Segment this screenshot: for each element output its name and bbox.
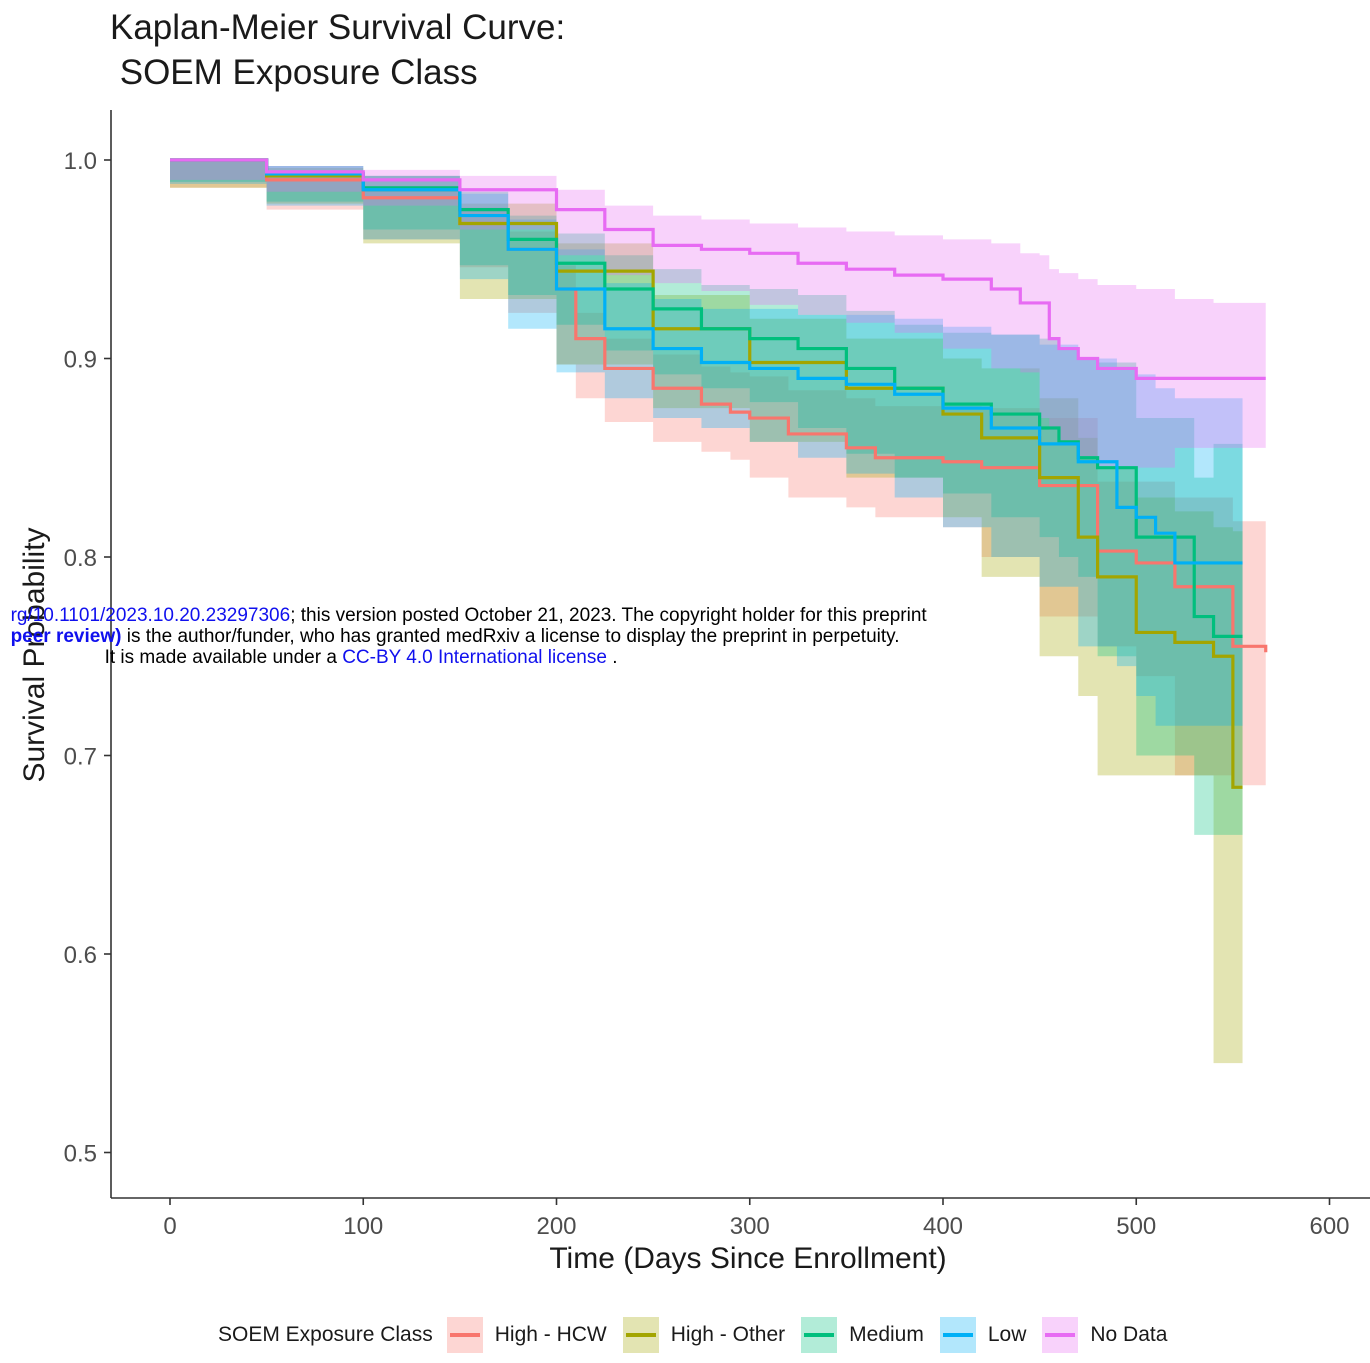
y-axis-title: Survival Probability xyxy=(18,527,51,782)
legend-title: SOEM Exposure Class xyxy=(218,1323,433,1346)
legend-key-0 xyxy=(446,1317,483,1353)
legend-label-1: High - Other xyxy=(670,1323,786,1346)
x-tick-label: 600 xyxy=(1309,1213,1349,1240)
ci-band-4 xyxy=(170,160,1266,468)
legend-item-2: Medium xyxy=(801,1317,924,1353)
chart-title-line-1: Kaplan-Meier Survival Curve: xyxy=(110,8,566,47)
ci-band-0 xyxy=(170,160,1266,786)
survival-chart: 0.5 0.6 0.7 0.8 0.9 1.0 0 100 200 300 400 500 600 Tim… xyxy=(18,110,1370,1275)
legend-label-3: Low xyxy=(987,1323,1027,1346)
ci-band-2 xyxy=(170,160,1243,835)
y-tick-label: 0.9 xyxy=(64,347,97,374)
y-tick-label: 0.8 xyxy=(64,545,97,572)
y-tick-label: 0.6 xyxy=(64,942,97,969)
legend-key-1 xyxy=(622,1317,659,1353)
y-tick-label: 0.7 xyxy=(64,744,97,771)
x-axis-title: Time (Days Since Enrollment) xyxy=(549,1242,946,1275)
legend-item-3: Low xyxy=(939,1317,1027,1353)
watermark-line-3: It is made available under a CC-BY 4.0 I… xyxy=(94,629,618,667)
y-tick-label: 0.5 xyxy=(64,1141,97,1168)
watermark-license-link[interactable]: CC-BY 4.0 International license xyxy=(342,647,607,668)
legend-label-4: No Data xyxy=(1090,1323,1168,1346)
watermark-line-3-text: It is made available under a xyxy=(104,647,343,668)
y-tick-label: 1.0 xyxy=(64,148,97,175)
watermark-doi-link[interactable]: rg/10.1101/2023.10.20.23297306 xyxy=(10,605,291,626)
x-tick-label: 500 xyxy=(1116,1213,1156,1240)
survival-line-4 xyxy=(170,158,1266,380)
x-tick-label: 0 xyxy=(163,1213,176,1240)
legend-label-0: High - HCW xyxy=(494,1323,607,1346)
legend-item-1: High - Other xyxy=(622,1317,786,1353)
legend-key-4 xyxy=(1042,1317,1079,1353)
legend-key-3 xyxy=(939,1317,976,1353)
x-tick-label: 300 xyxy=(730,1213,770,1240)
chart-legend: SOEM Exposure Class High - HCW High - Oth… xyxy=(218,1315,1183,1355)
legend-item-4: No Data xyxy=(1042,1317,1167,1353)
x-tick-label: 100 xyxy=(343,1213,383,1240)
legend-key-2 xyxy=(801,1317,838,1353)
ci-band-1 xyxy=(170,160,1243,1064)
watermark-line-2: peer review) is the author/funder, who h… xyxy=(0,608,900,646)
chart-title-line-2: SOEM Exposure Class xyxy=(110,53,478,92)
ci-band-3 xyxy=(170,160,1243,726)
watermark-line-1-text: ; this version posted October 21, 2023. … xyxy=(290,605,927,626)
survival-line-3 xyxy=(170,158,1243,565)
watermark-line-2-text: is the author/funder, who has granted me… xyxy=(121,626,900,647)
watermark-peer-review: peer review) xyxy=(10,626,122,647)
x-tick-label: 400 xyxy=(923,1213,963,1240)
watermark-line-3-end: . xyxy=(606,647,618,668)
watermark-line-1: rg/10.1101/2023.10.20.23297306; this ver… xyxy=(0,587,927,625)
legend-item-0: High - HCW xyxy=(446,1317,607,1353)
legend-label-2: Medium xyxy=(849,1323,924,1346)
x-tick-label: 200 xyxy=(536,1213,576,1240)
